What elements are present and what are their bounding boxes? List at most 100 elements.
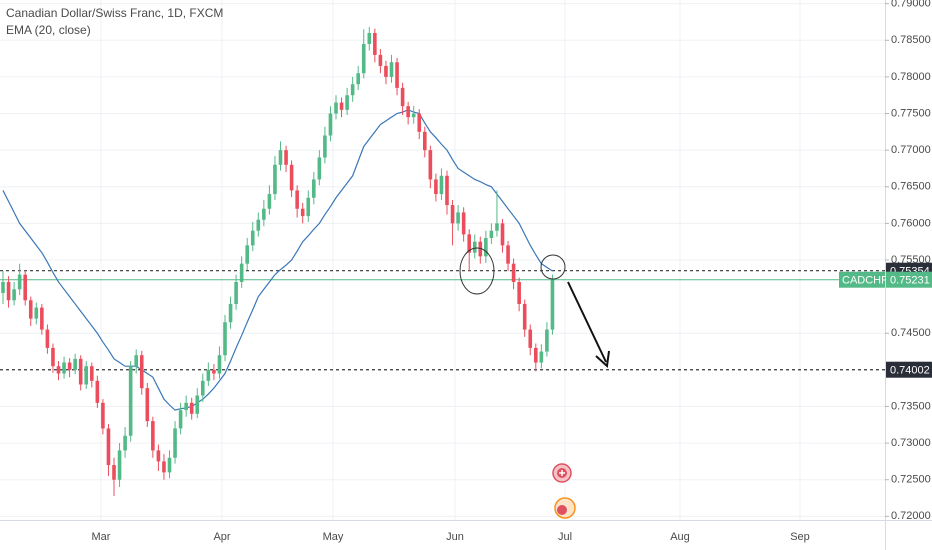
candle-body bbox=[417, 113, 422, 132]
candle-body bbox=[384, 65, 388, 77]
candle-body bbox=[312, 179, 316, 198]
candle-body bbox=[472, 241, 477, 253]
candle-body bbox=[151, 421, 155, 451]
y-tick-label: 0.72500 bbox=[891, 474, 931, 486]
candle-body bbox=[256, 219, 261, 231]
candle-body bbox=[389, 62, 394, 77]
candle-body bbox=[40, 307, 44, 330]
candle-body bbox=[45, 329, 50, 348]
candle-body bbox=[306, 197, 311, 217]
y-tick-label: 0.74500 bbox=[891, 327, 931, 339]
candle-body bbox=[112, 465, 116, 480]
candle-body bbox=[550, 279, 555, 330]
candle-body bbox=[34, 307, 39, 319]
candle-body bbox=[423, 131, 427, 151]
candle-body bbox=[228, 303, 233, 323]
symbol-box bbox=[839, 271, 885, 288]
symbol-label: CADCHF bbox=[842, 275, 888, 287]
candle-body bbox=[90, 366, 94, 381]
candle-body bbox=[489, 230, 494, 239]
candle-body bbox=[467, 234, 471, 253]
x-tick-label: Sep bbox=[790, 531, 810, 543]
candle-body bbox=[106, 428, 111, 466]
candle-body bbox=[284, 150, 288, 165]
drawing-circle bbox=[540, 254, 566, 280]
candle-body bbox=[522, 303, 527, 330]
candle-body bbox=[245, 245, 249, 264]
candle-body bbox=[534, 347, 538, 363]
candle-body bbox=[234, 281, 238, 304]
event-icon-cross bbox=[559, 470, 565, 476]
event-icon-dot bbox=[557, 505, 567, 515]
x-tick-label: Aug bbox=[670, 531, 690, 543]
candle-body bbox=[373, 32, 377, 55]
candle-body bbox=[201, 380, 205, 396]
candle-body bbox=[517, 281, 521, 304]
candle-body bbox=[189, 402, 194, 414]
candle-body bbox=[123, 435, 127, 451]
candle-body bbox=[184, 402, 188, 411]
y-tick-label: 0.72000 bbox=[891, 510, 931, 522]
candle-body bbox=[511, 263, 516, 282]
candle-body bbox=[156, 450, 161, 462]
candle-body bbox=[117, 450, 122, 480]
candle-body bbox=[56, 366, 61, 374]
candle-body bbox=[484, 238, 488, 257]
candle-body bbox=[411, 113, 416, 118]
last-price-box bbox=[886, 271, 932, 288]
candle-body bbox=[323, 135, 327, 158]
x-tick-label: May bbox=[323, 531, 344, 543]
candle-body bbox=[278, 150, 283, 165]
candle-body bbox=[495, 223, 499, 231]
candle-body bbox=[378, 54, 383, 66]
candle-body bbox=[101, 402, 105, 429]
candle-body bbox=[500, 223, 505, 246]
level-label: 0.74002 bbox=[890, 365, 930, 377]
candle-body bbox=[73, 358, 77, 370]
candle-body bbox=[139, 355, 144, 389]
candle-body bbox=[339, 102, 344, 110]
candle-body bbox=[6, 281, 11, 301]
candle-body bbox=[528, 329, 533, 348]
levels bbox=[0, 270, 885, 371]
candle-body bbox=[356, 73, 360, 85]
candle-body bbox=[17, 274, 22, 290]
x-tick-label: Jun bbox=[446, 531, 464, 543]
candle-body bbox=[195, 395, 200, 414]
candle-body bbox=[295, 190, 299, 209]
candle-body bbox=[173, 428, 177, 458]
candle-body bbox=[506, 245, 510, 264]
candles bbox=[1, 27, 555, 496]
candle-body bbox=[400, 87, 405, 107]
candle-body bbox=[78, 358, 83, 385]
candle-body bbox=[539, 351, 544, 363]
candle-body bbox=[445, 175, 449, 206]
y-tick-label: 0.78500 bbox=[891, 34, 931, 46]
x-tick-label: Apr bbox=[213, 531, 230, 543]
ema-line bbox=[2, 109, 553, 411]
y-tick-label: 0.73000 bbox=[891, 437, 931, 449]
candle-body bbox=[367, 32, 372, 44]
candle-body bbox=[134, 355, 138, 367]
candle-body bbox=[478, 241, 483, 257]
candle-body bbox=[289, 164, 294, 191]
grid bbox=[0, 0, 885, 520]
candle-body bbox=[67, 362, 72, 370]
y-tick-label: 0.77500 bbox=[891, 107, 931, 119]
candle-body bbox=[62, 362, 66, 374]
candle-body bbox=[95, 380, 100, 403]
candle-body bbox=[250, 230, 255, 246]
candle-body bbox=[145, 388, 150, 422]
candle-body bbox=[334, 102, 338, 114]
candle-body bbox=[51, 347, 55, 367]
candle-body bbox=[178, 410, 183, 429]
level-label-box bbox=[886, 361, 932, 378]
candle-body bbox=[450, 205, 455, 224]
y-tick-label: 0.79000 bbox=[891, 0, 931, 10]
candle-body bbox=[273, 164, 277, 195]
chart-title: Canadian Dollar/Swiss Franc, 1D, FXCM bbox=[6, 6, 223, 20]
candle-body bbox=[545, 329, 549, 352]
